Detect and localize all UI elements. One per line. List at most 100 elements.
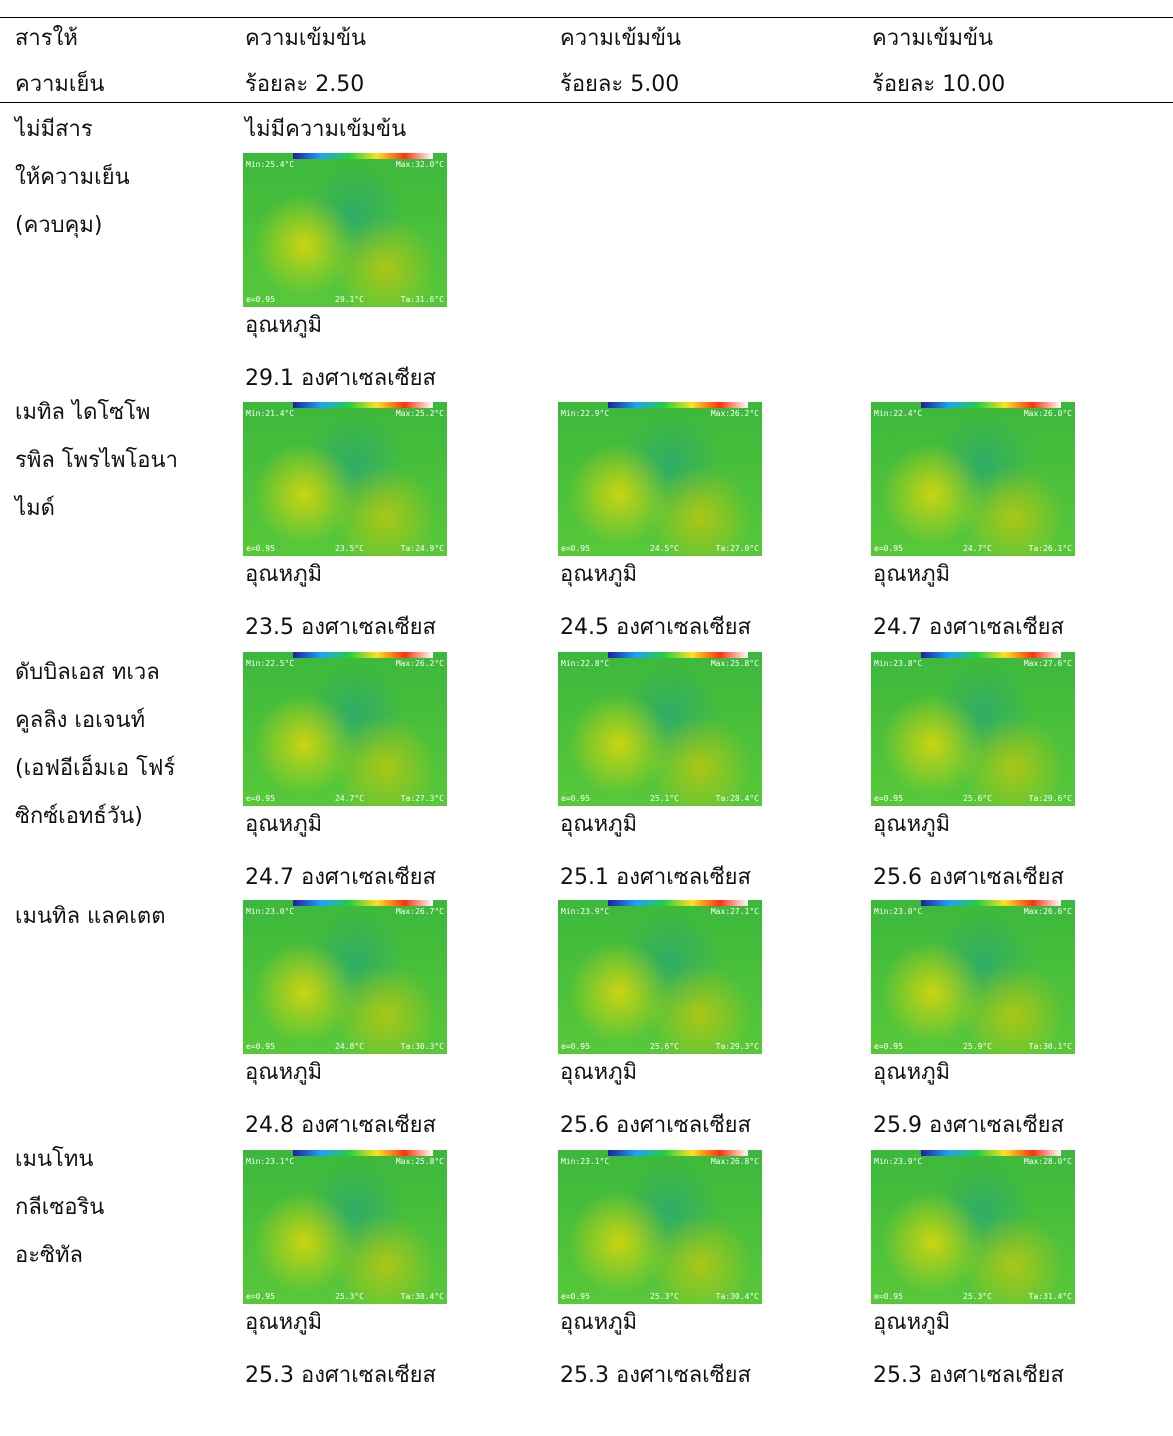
image-ta: Ta:31.6°C — [401, 295, 444, 305]
temperature: 29.1 องศาเซลเซียส — [245, 356, 436, 402]
image-min: Min:25.4°C — [246, 160, 294, 170]
image-center: 25.3°C — [963, 1292, 992, 1302]
color-scale — [293, 1150, 433, 1156]
color-scale — [293, 652, 433, 658]
temperature: 25.3 องศาเซลเซียส — [245, 1353, 436, 1399]
color-scale — [608, 1150, 748, 1156]
caption: อุณหภูมิ — [245, 802, 322, 848]
temperature: 25.1 องศาเซลเซียส — [560, 855, 751, 901]
caption: อุณหภูมิ — [873, 802, 950, 848]
image-center: 25.6°C — [963, 794, 992, 804]
header-cell: สารให้ — [15, 16, 78, 62]
header-cell: ความเย็น — [15, 62, 104, 108]
color-scale — [921, 402, 1061, 408]
image-ta: Ta:29.3°C — [716, 1042, 759, 1052]
image-center: 24.7°C — [963, 544, 992, 554]
header-cell: ความเข้มข้น — [872, 16, 993, 62]
image-max: Max:32.0°C — [396, 160, 444, 170]
row-label: เมนทิล แลคเตต — [15, 894, 166, 940]
image-max: Max:28.0°C — [1024, 1157, 1072, 1167]
image-center: 29.1°C — [335, 295, 364, 305]
image-min: Min:23.9°C — [874, 1157, 922, 1167]
row-label: ให้ความเย็น — [15, 155, 130, 201]
image-min: Min:23.1°C — [561, 1157, 609, 1167]
temperature: 25.6 องศาเซลเซียส — [560, 1103, 751, 1149]
image-max: Max:26.6°C — [1024, 907, 1072, 917]
page: สารให้ความเย็นความเข้มข้นร้อยละ 2.50ความ… — [0, 0, 1173, 1436]
image-min: Min:22.9°C — [561, 409, 609, 419]
image-ta: Ta:30.1°C — [1029, 1042, 1072, 1052]
image-max: Max:26.7°C — [396, 907, 444, 917]
image-max: Max:27.6°C — [1024, 659, 1072, 669]
image-center: 24.8°C — [335, 1042, 364, 1052]
caption: อุณหภูมิ — [873, 1050, 950, 1096]
row-label: ซิกซ์เอทธ์วัน) — [15, 794, 143, 840]
thermal-image: Min:22.4°CMax:26.0°Ce=0.9524.7°CTa:26.1°… — [871, 402, 1075, 556]
image-max: Max:26.0°C — [1024, 409, 1072, 419]
image-ta: Ta:31.4°C — [1029, 1292, 1072, 1302]
image-ta: Ta:24.9°C — [401, 544, 444, 554]
caption: อุณหภูมิ — [560, 802, 637, 848]
temperature: 24.7 องศาเซลเซียส — [245, 855, 436, 901]
image-center: 25.9°C — [963, 1042, 992, 1052]
color-scale — [608, 652, 748, 658]
color-scale — [921, 1150, 1061, 1156]
caption: อุณหภูมิ — [245, 1050, 322, 1096]
color-scale — [293, 900, 433, 906]
caption: อุณหภูมิ — [245, 303, 322, 349]
image-ta: Ta:27.0°C — [716, 544, 759, 554]
caption: อุณหภูมิ — [560, 1050, 637, 1096]
caption: อุณหภูมิ — [873, 552, 950, 598]
image-max: Max:25.2°C — [396, 409, 444, 419]
temperature: 25.6 องศาเซลเซียส — [873, 855, 1064, 901]
row-label: คูลลิง เอเจนท์ — [15, 698, 145, 744]
color-scale — [293, 402, 433, 408]
header-cell: ร้อยละ 2.50 — [245, 62, 364, 108]
row-label: เมนโทน — [15, 1137, 93, 1183]
color-scale — [921, 652, 1061, 658]
temperature: 25.3 องศาเซลเซียส — [560, 1353, 751, 1399]
image-min: Min:22.5°C — [246, 659, 294, 669]
row-label: กลีเซอริน — [15, 1185, 104, 1231]
temperature: 23.5 องศาเซลเซียส — [245, 605, 436, 651]
caption: อุณหภูมิ — [245, 552, 322, 598]
image-ta: Ta:29.6°C — [1029, 794, 1072, 804]
header-cell: ความเข้มข้น — [245, 16, 366, 62]
caption: อุณหภูมิ — [560, 1300, 637, 1346]
image-max: Max:26.2°C — [711, 409, 759, 419]
row-label: ดับบิลเอส ทเวล — [15, 650, 160, 696]
image-ta: Ta:26.1°C — [1029, 544, 1072, 554]
image-min: Min:23.0°C — [246, 907, 294, 917]
image-center: 25.3°C — [650, 1292, 679, 1302]
image-max: Max:26.8°C — [711, 1157, 759, 1167]
note: ไม่มีความเข้มข้น — [245, 107, 406, 153]
image-max: Max:25.8°C — [711, 659, 759, 669]
temperature: 24.7 องศาเซลเซียส — [873, 605, 1064, 651]
thermal-image: Min:22.9°CMax:26.2°Ce=0.9524.5°CTa:27.0°… — [558, 402, 762, 556]
header-cell: ความเข้มข้น — [560, 16, 681, 62]
temperature: 24.8 องศาเซลเซียส — [245, 1103, 436, 1149]
image-center: 24.7°C — [335, 794, 364, 804]
image-min: Min:23.8°C — [874, 659, 922, 669]
color-scale — [921, 900, 1061, 906]
image-min: Min:22.4°C — [874, 409, 922, 419]
image-min: Min:23.0°C — [874, 907, 922, 917]
image-center: 25.3°C — [335, 1292, 364, 1302]
row-label: ไมด์ — [15, 486, 55, 532]
temperature: 25.9 องศาเซลเซียส — [873, 1103, 1064, 1149]
row-label: เมทิล ไดโซโพ — [15, 390, 150, 436]
image-min: Min:23.9°C — [561, 907, 609, 917]
temperature: 25.3 องศาเซลเซียส — [873, 1353, 1064, 1399]
image-center: 24.5°C — [650, 544, 679, 554]
image-max: Max:25.8°C — [396, 1157, 444, 1167]
color-scale — [608, 402, 748, 408]
image-max: Max:26.2°C — [396, 659, 444, 669]
image-center: 25.6°C — [650, 1042, 679, 1052]
